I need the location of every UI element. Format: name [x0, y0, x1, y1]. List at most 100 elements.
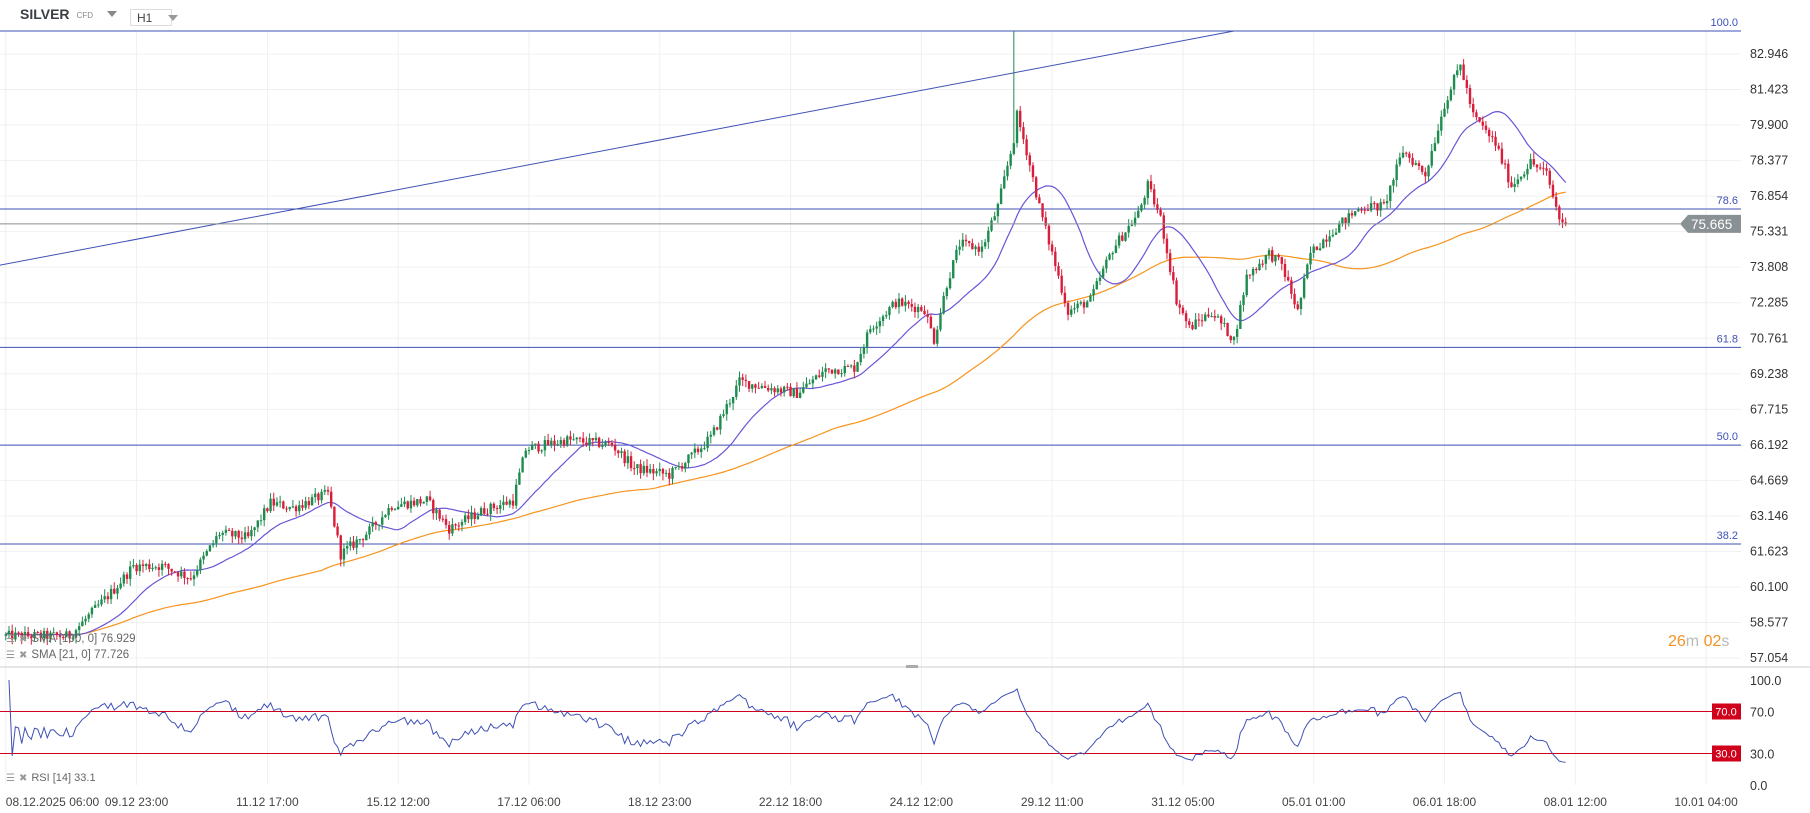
- candle-body: [1542, 167, 1545, 169]
- candle-body: [247, 532, 250, 537]
- settings-icon[interactable]: ☰: [6, 634, 15, 645]
- candle-body: [1127, 225, 1130, 233]
- candle-body: [741, 377, 744, 380]
- candle-body: [636, 464, 639, 469]
- candle-body: [1060, 275, 1063, 293]
- candle-body: [467, 515, 470, 520]
- candle-body: [1015, 110, 1019, 144]
- candle-body: [250, 530, 253, 537]
- candle-body: [849, 365, 853, 367]
- candle-body: [157, 567, 161, 570]
- candle-body: [396, 506, 400, 510]
- timeframe-selector[interactable]: H1: [130, 9, 179, 26]
- candle-body: [87, 614, 90, 619]
- candle-body: [1385, 200, 1389, 204]
- rsi-level-tag: [1712, 703, 1741, 720]
- candle-body: [1095, 281, 1098, 290]
- candle-body: [843, 365, 846, 374]
- candle-body: [1271, 250, 1274, 262]
- candle-body: [176, 572, 180, 577]
- symbol-selector[interactable]: SILVER CFD: [20, 6, 117, 22]
- candle-body: [1073, 308, 1076, 310]
- countdown-s: s: [1721, 633, 1730, 650]
- candle-body: [1538, 167, 1542, 169]
- candle-body: [891, 301, 894, 308]
- candle-body: [425, 496, 429, 502]
- candle-body: [68, 631, 71, 639]
- candle-body: [811, 379, 815, 384]
- candle-body: [645, 465, 649, 473]
- pane-resize-handle[interactable]: [906, 665, 918, 668]
- candle-body: [690, 452, 693, 455]
- settings-icon[interactable]: ☰: [6, 650, 15, 661]
- candle-body: [119, 583, 122, 589]
- chevron-down-icon[interactable]: [168, 14, 179, 21]
- candle-body: [202, 555, 205, 560]
- price-tick-label: 70.761: [1750, 331, 1788, 345]
- candle-body: [224, 529, 228, 533]
- candle-body: [983, 242, 987, 247]
- price-tick-label: 75.331: [1750, 225, 1788, 239]
- candle-body: [1168, 253, 1172, 273]
- close-icon[interactable]: ✖: [18, 634, 28, 645]
- fibonacci-retracement[interactable]: 100.0 78.6 61.8 50.0 38.2: [0, 17, 1741, 545]
- candle-body: [371, 522, 374, 527]
- trendline[interactable]: [0, 30, 1235, 266]
- candle-body: [1353, 211, 1357, 216]
- candle-body: [623, 451, 626, 464]
- candle-body: [550, 440, 553, 446]
- candle-body: [1334, 232, 1338, 235]
- candle-body: [712, 427, 716, 435]
- candle-body: [132, 565, 135, 567]
- candle-body: [483, 508, 486, 514]
- close-icon[interactable]: ✖: [18, 773, 28, 784]
- candle-body: [1156, 204, 1159, 210]
- candle-body: [824, 368, 827, 372]
- candle-body: [802, 387, 805, 393]
- settings-icon[interactable]: ☰: [6, 773, 15, 784]
- price-tick-label: 76.854: [1750, 189, 1788, 203]
- price-axis[interactable]: 82.946 81.423 79.900 78.377 76.854 75.331 73.8…: [1750, 47, 1788, 665]
- candle-body: [186, 578, 189, 580]
- candle-body: [1210, 316, 1213, 318]
- candle-body: [869, 329, 872, 333]
- candle-body: [1223, 322, 1226, 324]
- candle-body: [524, 450, 527, 458]
- chevron-down-icon[interactable]: [106, 11, 117, 17]
- candle-body: [1108, 254, 1111, 260]
- candle-body: [958, 246, 961, 250]
- candle-body: [677, 466, 681, 468]
- candle-body: [684, 463, 687, 469]
- close-icon[interactable]: ✖: [18, 650, 28, 661]
- candle-body: [996, 203, 1000, 217]
- candle-body: [907, 301, 910, 304]
- candle-body: [760, 385, 764, 388]
- candle-body: [262, 508, 266, 521]
- time-axis[interactable]: 08.12.2025 06:00 09.12 23:00 11.12 17:00 15…: [6, 795, 1738, 809]
- candle-body: [977, 246, 980, 252]
- candle-body: [754, 384, 757, 388]
- candle-body: [444, 519, 448, 525]
- candle-body: [211, 543, 215, 546]
- candle-body: [1382, 202, 1386, 204]
- rsi-pane: 100.0 70.0 30.0 0.0 70.0 30.0: [0, 674, 1781, 793]
- candle-body: [929, 316, 933, 329]
- candle-body: [237, 530, 240, 538]
- candle-body: [1414, 163, 1417, 165]
- candle-body: [345, 546, 349, 549]
- candle-body: [862, 347, 866, 354]
- candle-body: [4, 634, 7, 636]
- rsi-label: RSI [14] 33.1: [31, 772, 96, 784]
- candle-body: [1315, 246, 1319, 250]
- candle-body: [486, 513, 489, 515]
- candle-body: [700, 448, 703, 452]
- candle-body: [1529, 159, 1532, 169]
- candle-body: [1561, 219, 1564, 223]
- candle-body: [1395, 164, 1398, 181]
- candle-countdown: 26m 02s: [1668, 633, 1729, 651]
- candle-body: [942, 296, 945, 314]
- candle-body: [597, 437, 601, 447]
- time-tick-label: 08.12.2025 06:00: [6, 795, 100, 809]
- candle-body: [129, 566, 132, 579]
